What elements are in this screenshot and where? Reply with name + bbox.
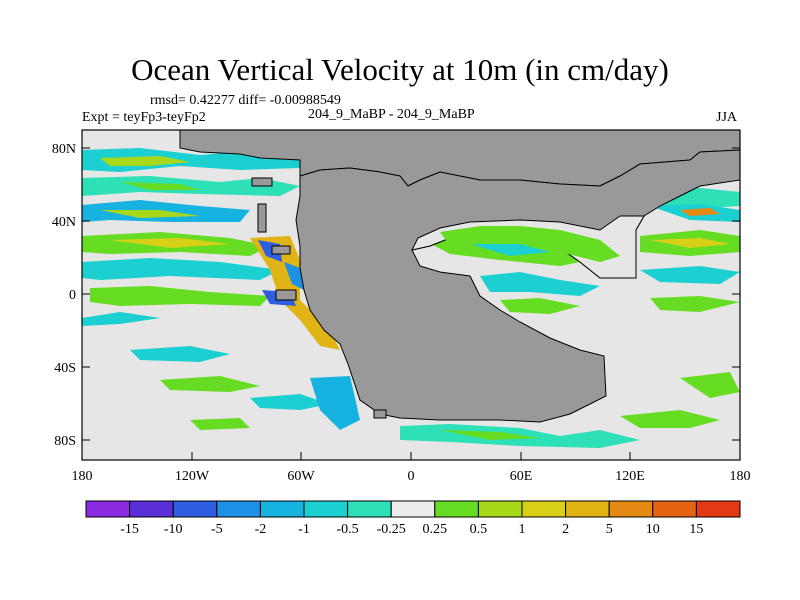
colorbar-label: -0.5: [337, 522, 359, 537]
season-label: JJA: [716, 110, 738, 125]
colorbar-box: [521, 500, 567, 518]
colorbar: [85, 500, 741, 518]
colorbar-label: -2: [255, 522, 267, 537]
colorbar-label: -10: [164, 522, 183, 537]
lat-label-40s: 40S: [54, 361, 76, 376]
lon-label-120w: 120W: [175, 469, 210, 484]
colorbar-box: [172, 500, 218, 518]
lat-label-80n: 80N: [52, 142, 76, 157]
colorbar-box: [608, 500, 654, 518]
lat-axis: [82, 147, 740, 441]
colorbar-label: 15: [689, 522, 703, 537]
colorbar-label: -0.25: [377, 522, 406, 537]
lon-label-120e: 120E: [615, 469, 645, 484]
lon-label-60e: 60E: [510, 469, 533, 484]
colorbar-box: [565, 500, 610, 518]
colorbar-label: 5: [606, 522, 613, 537]
colorbar-labels: -15 -10 -5 -2 -1 -0.5 -0.25 0.25 0.5 1 2 5 10 15: [120, 522, 703, 537]
colorbar-box: [259, 500, 305, 518]
colorbar-label: 1: [519, 522, 526, 537]
stats-line: rmsd= 0.42277 diff= -0.00988549: [150, 93, 341, 108]
lon-label-60w: 60W: [287, 469, 315, 484]
lat-label-80s: 80S: [54, 434, 76, 449]
colorbar-box: [390, 500, 436, 518]
colorbar-label: -5: [211, 522, 223, 537]
colorbar-box: [434, 500, 479, 518]
plot-title: Ocean Vertical Velocity at 10m (in cm/da…: [131, 52, 669, 87]
colorbar-box: [695, 500, 741, 518]
colorbar-box: [652, 500, 697, 518]
colorbar-box: [347, 500, 392, 518]
lon-axis: [81, 452, 741, 460]
lat-label-0: 0: [69, 288, 76, 303]
lon-label-0: 0: [408, 469, 415, 484]
colorbar-label: -15: [120, 522, 139, 537]
lat-label-40n: 40N: [52, 215, 76, 230]
colorbar-label: 10: [646, 522, 660, 537]
colorbar-box: [85, 500, 131, 518]
colorbar-box: [129, 500, 174, 518]
colorbar-label: 0.5: [470, 522, 488, 537]
experiment-label: Expt = teyFp3-teyFp2: [82, 110, 206, 125]
lon-label-180w: 180: [72, 469, 93, 484]
colorbar-label: 2: [562, 522, 569, 537]
colorbar-label: 0.25: [423, 522, 448, 537]
colorbar-box: [216, 500, 261, 518]
colorbar-box: [477, 500, 523, 518]
runs-label: 204_9_MaBP - 204_9_MaBP: [308, 107, 475, 122]
lon-label-180e: 180: [730, 469, 751, 484]
colorbar-box: [303, 500, 349, 518]
colorbar-label: -1: [298, 522, 310, 537]
inner-seaway-anomaly: [440, 226, 620, 262]
